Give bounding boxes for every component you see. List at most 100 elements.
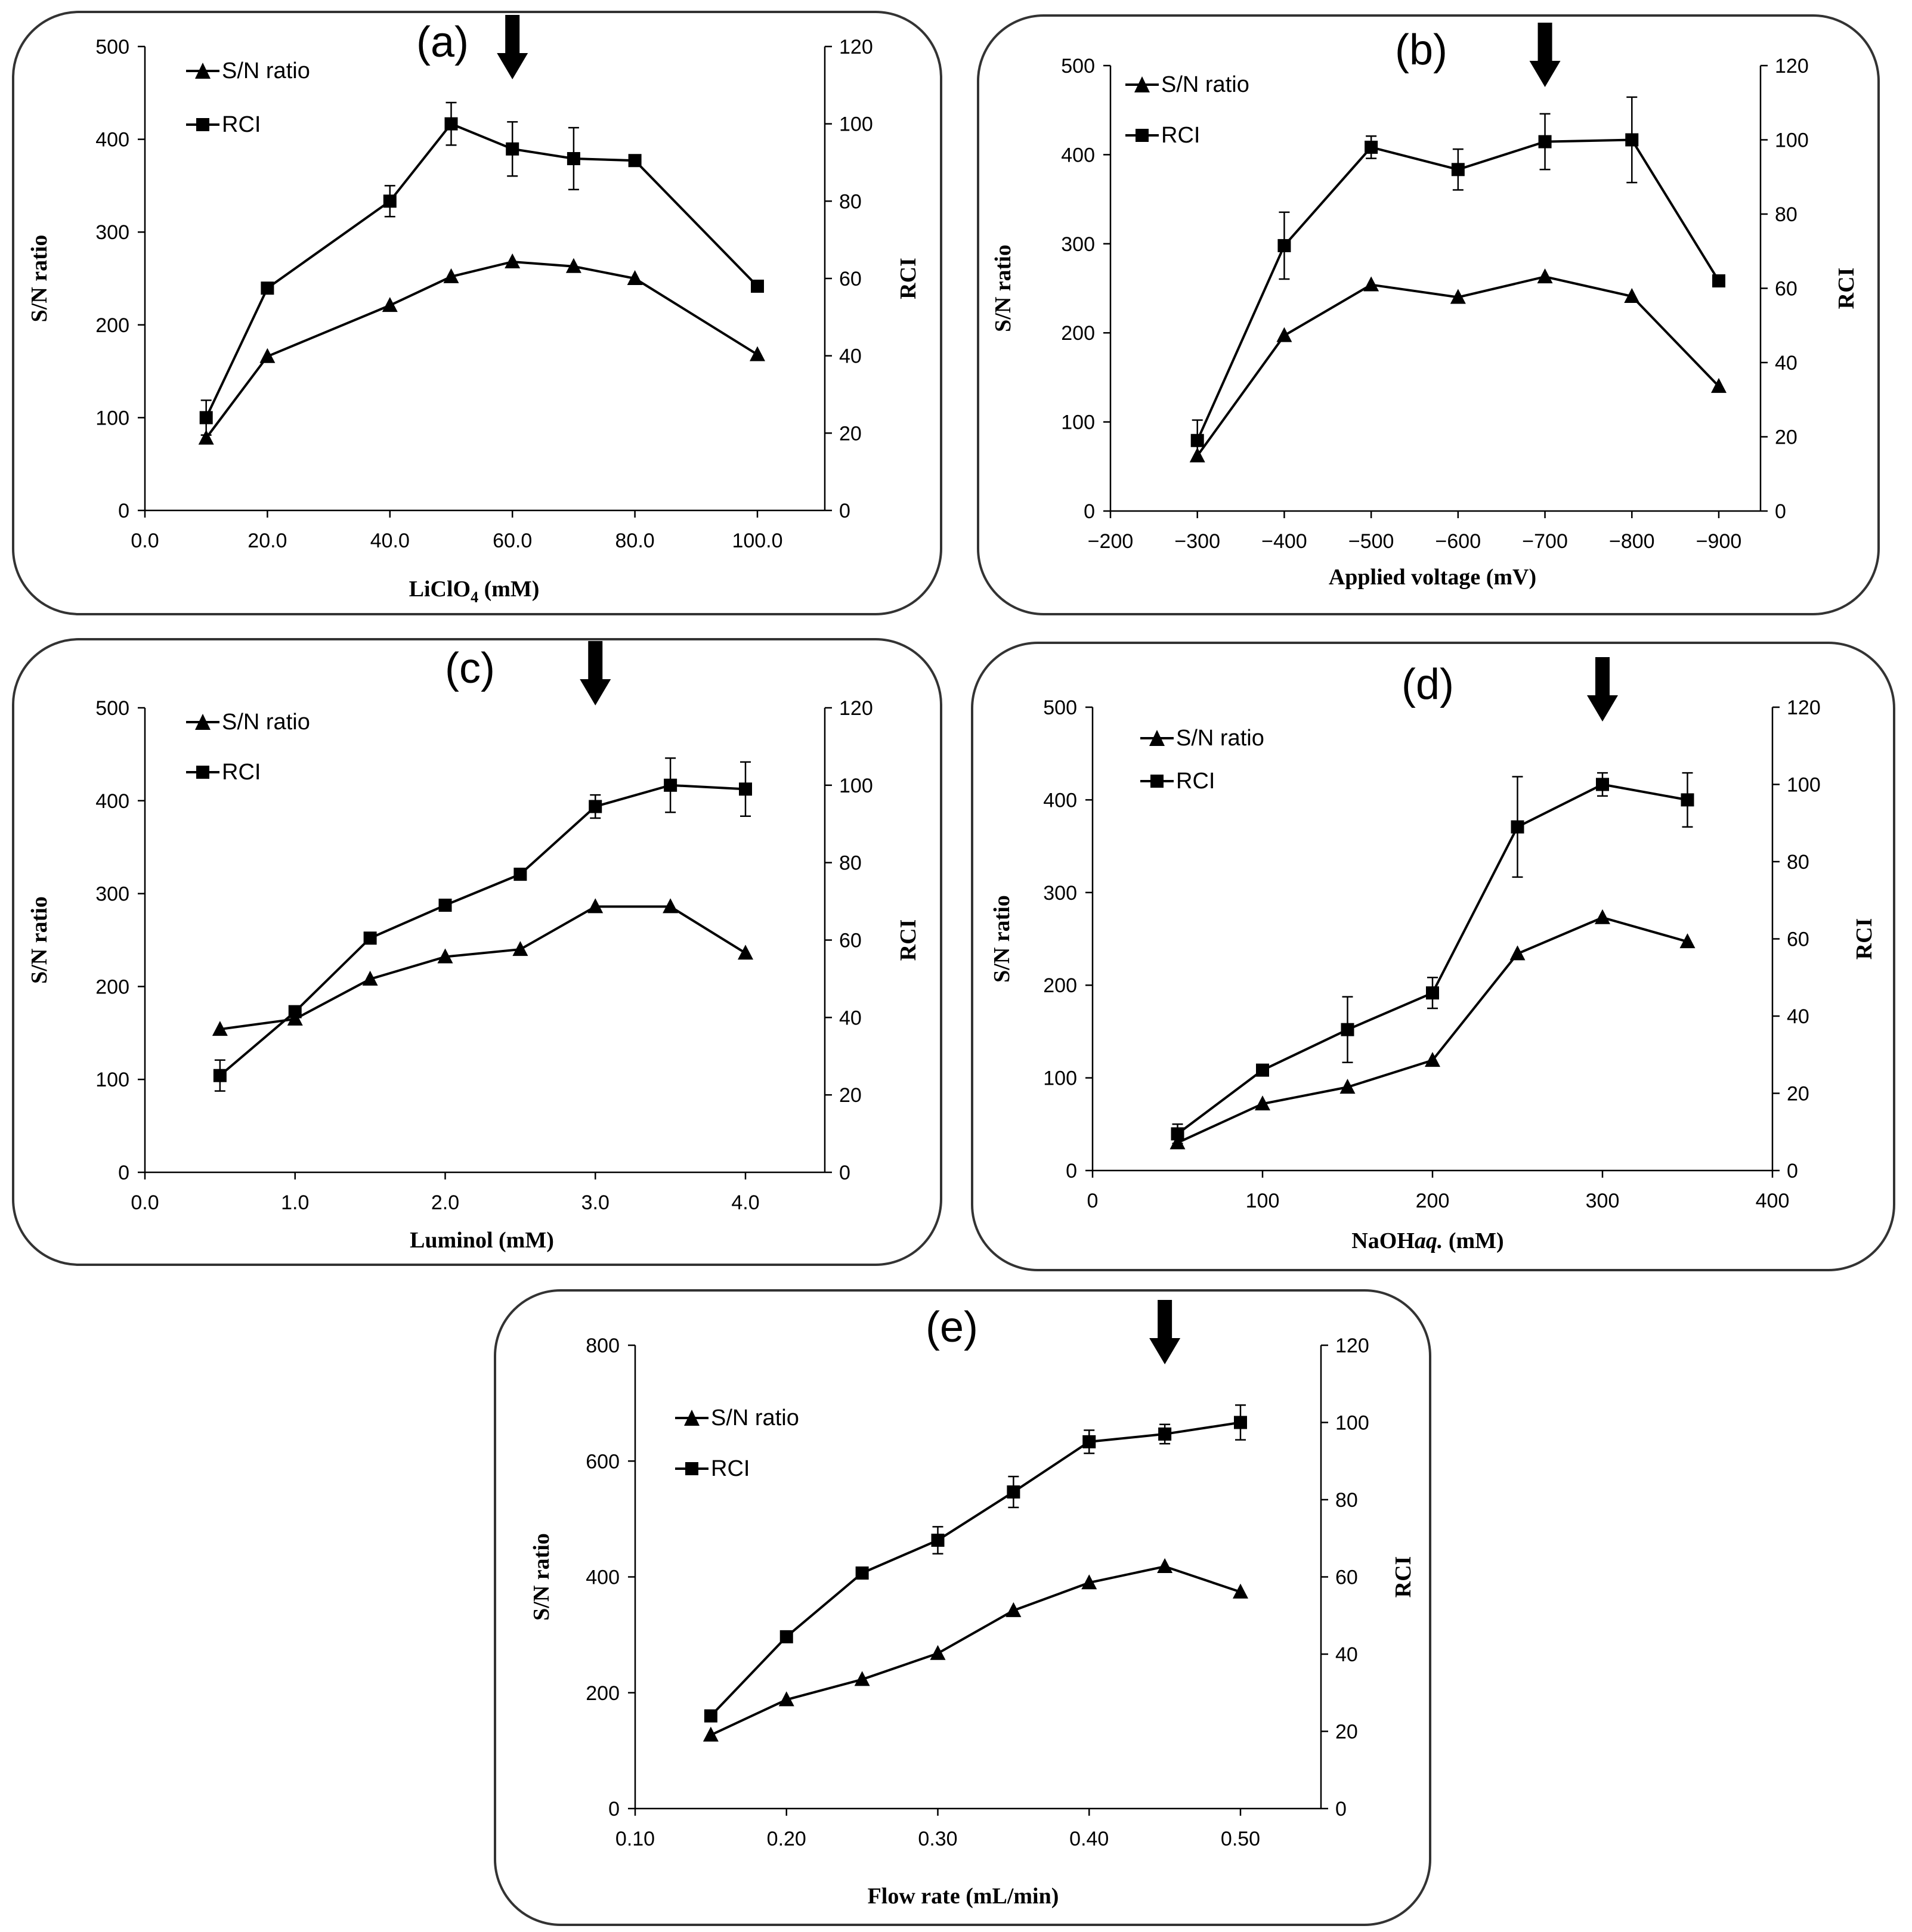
series-sn-ratio (198, 253, 765, 445)
data-point-square (751, 279, 764, 293)
x-tick-label: 20.0 (247, 530, 287, 552)
data-point-square (213, 1069, 227, 1082)
y-right-tick-label: 120 (1787, 696, 1821, 719)
down-arrow-icon (497, 15, 528, 79)
y-axis-right-label: RCI (1852, 918, 1877, 960)
data-point-triangle (1081, 1574, 1097, 1590)
x-tick-label: 4.0 (731, 1191, 759, 1214)
y-right-tick-label: 60 (839, 930, 862, 952)
y-right-tick-label: 120 (1335, 1335, 1369, 1357)
y-right-tick-label: 40 (1335, 1643, 1358, 1666)
data-point-square (589, 800, 602, 813)
y-left-tick-label: 400 (1061, 144, 1095, 166)
series-sn-ratio (703, 1558, 1248, 1742)
square-marker-icon (196, 766, 209, 779)
series-line (219, 784, 746, 1077)
data-point-square (1007, 1485, 1020, 1499)
y-right-tick-label: 0 (1775, 500, 1786, 523)
y-left-tick-label: 400 (95, 790, 129, 813)
data-point-triangle (382, 297, 398, 312)
data-point-square (1426, 986, 1439, 1000)
data-point-triangle (1595, 909, 1610, 924)
data-point-triangle (1679, 933, 1696, 949)
y-left-tick-label: 300 (1061, 233, 1095, 256)
data-point-square (513, 868, 527, 881)
data-point-triangle (1005, 1602, 1022, 1617)
y-right-tick-label: 0 (839, 500, 850, 522)
legend-label: RCI (1176, 769, 1215, 794)
y-right-tick-label: 40 (1775, 352, 1797, 374)
y-right-tick-label: 20 (839, 1084, 862, 1107)
data-point-square (1341, 1023, 1354, 1036)
y-right-tick-label: 120 (1775, 55, 1809, 78)
legend-label: S/N ratio (222, 710, 310, 735)
data-point-triangle (1425, 1052, 1440, 1067)
y-right-tick-label: 100 (1775, 129, 1809, 152)
x-tick-label: 200 (1416, 1190, 1450, 1212)
series-line (710, 1421, 1241, 1717)
legend-label: S/N ratio (222, 58, 310, 83)
y-right-tick-label: 40 (839, 1007, 862, 1029)
data-point-triangle (259, 348, 276, 363)
data-point-square (438, 899, 452, 912)
legend-item-rci: RCI (186, 112, 261, 137)
data-point-square (1158, 1427, 1172, 1441)
panel-frame (12, 11, 942, 615)
series-line (205, 122, 759, 419)
data-point-triangle (1339, 1079, 1356, 1094)
legend-label: RCI (222, 112, 261, 137)
x-tick-label: 0.50 (1221, 1828, 1260, 1850)
series-sn-ratio (1170, 909, 1696, 1150)
series-rci (1171, 772, 1694, 1144)
y-axis-left-label: S/N ratio (989, 895, 1014, 983)
y-left-tick-label: 200 (586, 1682, 620, 1705)
series-rci (704, 1404, 1247, 1723)
y-right-tick-label: 0 (1787, 1160, 1798, 1182)
legend-label: S/N ratio (1161, 72, 1249, 97)
x-axis-label-main: NaOH (1351, 1228, 1415, 1253)
y-axis-right-label: RCI (896, 258, 921, 299)
panel-label: (d) (1401, 661, 1454, 708)
y-left-tick-label: 100 (1061, 411, 1095, 434)
y-right-tick-label: 40 (839, 345, 862, 368)
y-right-tick-label: 100 (839, 113, 873, 136)
data-point-square (1451, 163, 1465, 177)
x-tick-label: 0.30 (918, 1828, 957, 1850)
data-point-triangle (1276, 327, 1292, 342)
x-tick-label: 2.0 (431, 1191, 459, 1214)
y-left-tick-label: 0 (118, 1162, 129, 1184)
data-point-square (1082, 1435, 1096, 1448)
y-right-tick-label: 80 (1775, 203, 1797, 226)
panel-e: 0 200 400 600 800 0 20 40 60 80 100 120 0.10 0.20 0.30… (494, 1289, 1431, 1926)
x-axis-label: LiClO4 (mM) (409, 577, 540, 606)
data-point-triangle (663, 898, 679, 914)
data-point-triangle (1537, 268, 1553, 284)
panel-label: (c) (445, 645, 495, 692)
y-right-tick-label: 60 (1775, 278, 1797, 301)
data-point-square (664, 778, 677, 792)
legend-item-rci: RCI (186, 760, 261, 785)
y-axis-right-label: RCI (896, 919, 921, 961)
data-point-square (1511, 820, 1524, 834)
data-point-square (506, 142, 519, 156)
y-right-tick-label: 100 (839, 775, 873, 797)
y-right-tick-label: 0 (839, 1162, 850, 1184)
y-right-tick-label: 40 (1787, 1005, 1809, 1028)
data-point-triangle (362, 970, 378, 986)
legend-item-sn: S/N ratio (186, 58, 310, 83)
y-left-tick-label: 200 (1061, 322, 1095, 345)
y-left-tick-label: 100 (95, 407, 129, 429)
data-point-triangle (1711, 377, 1727, 393)
data-point-triangle (443, 268, 459, 283)
data-point-triangle (854, 1671, 870, 1686)
legend-item-sn: S/N ratio (675, 1405, 799, 1431)
data-point-triangle (587, 898, 604, 914)
down-arrow-icon (1529, 23, 1561, 87)
x-axis-label-tail: (mM) (1443, 1228, 1503, 1253)
square-marker-icon (1150, 775, 1164, 788)
y-left-tick-label: 0 (1066, 1160, 1077, 1182)
x-tick-label: 300 (1586, 1190, 1620, 1212)
y-right-tick-label: 20 (1335, 1721, 1358, 1744)
legend-label: RCI (711, 1456, 750, 1481)
data-point-triangle (1509, 945, 1526, 961)
